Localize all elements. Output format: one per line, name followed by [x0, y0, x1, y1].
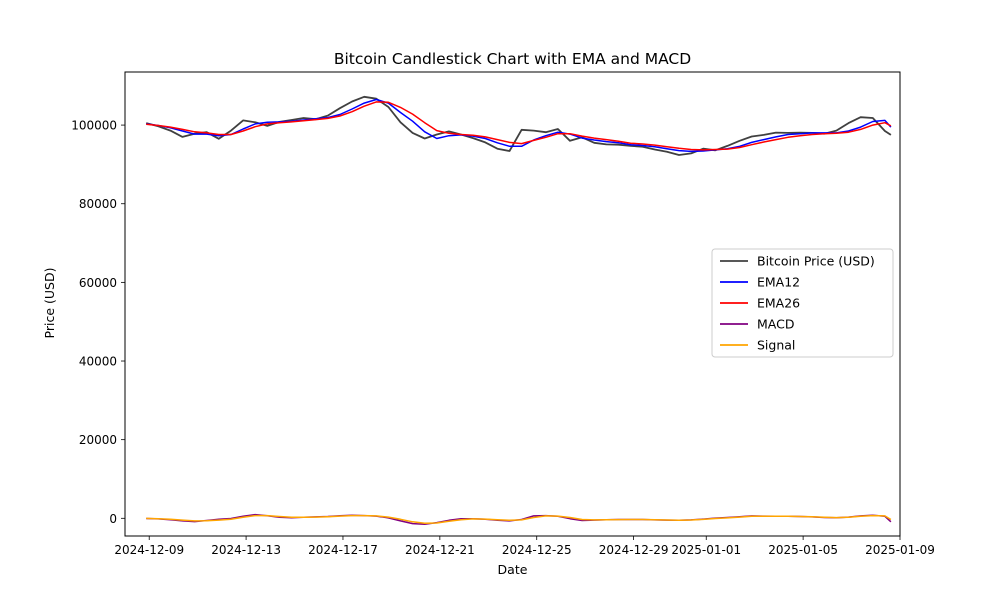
legend: Bitcoin Price (USD) EMA12 EMA26 MACD Signal [711, 248, 894, 358]
y-tick-label: 0 [109, 512, 117, 526]
legend-label: Signal [757, 338, 795, 353]
x-tick-label: 2025-01-09 [865, 543, 935, 557]
x-tick-label: 2024-12-25 [502, 543, 572, 557]
legend-label: EMA26 [757, 296, 800, 311]
series-line-signal [146, 514, 892, 524]
series-line-bitcoin-price-usd [145, 95, 892, 156]
x-tick-label: 2024-12-13 [211, 543, 281, 557]
y-tick-label: 40000 [79, 355, 117, 369]
legend-label: Bitcoin Price (USD) [757, 254, 875, 269]
x-tick-label: 2025-01-01 [671, 543, 741, 557]
x-axis-ticks: 2024-12-09 2024-12-13 2024-12-17 2024-12-21… [114, 536, 935, 557]
y-tick-label: 60000 [79, 276, 117, 290]
x-tick-label: 2024-12-09 [114, 543, 184, 557]
series-line-ema26 [146, 101, 892, 151]
x-tick-label: 2024-12-17 [308, 543, 378, 557]
y-tick-label: 20000 [79, 433, 117, 447]
series-line-ema12 [146, 98, 892, 153]
plot-area-frame [124, 71, 901, 537]
y-axis-label: Price (USD) [42, 268, 57, 339]
series-layer [145, 95, 892, 525]
y-tick-label: 100000 [71, 119, 117, 133]
chart-title: Bitcoin Candlestick Chart with EMA and M… [334, 50, 691, 68]
x-tick-label: 2025-01-05 [768, 543, 838, 557]
x-tick-label: 2024-12-21 [405, 543, 475, 557]
x-axis-label: Date [498, 562, 528, 577]
legend-label: EMA12 [757, 275, 800, 290]
legend-box [711, 248, 894, 358]
y-tick-label: 80000 [79, 197, 117, 211]
legend-label: MACD [757, 317, 794, 332]
x-tick-label: 2024-12-29 [599, 543, 669, 557]
y-axis-ticks: 0 20000 40000 60000 80000 100000 [71, 119, 125, 526]
